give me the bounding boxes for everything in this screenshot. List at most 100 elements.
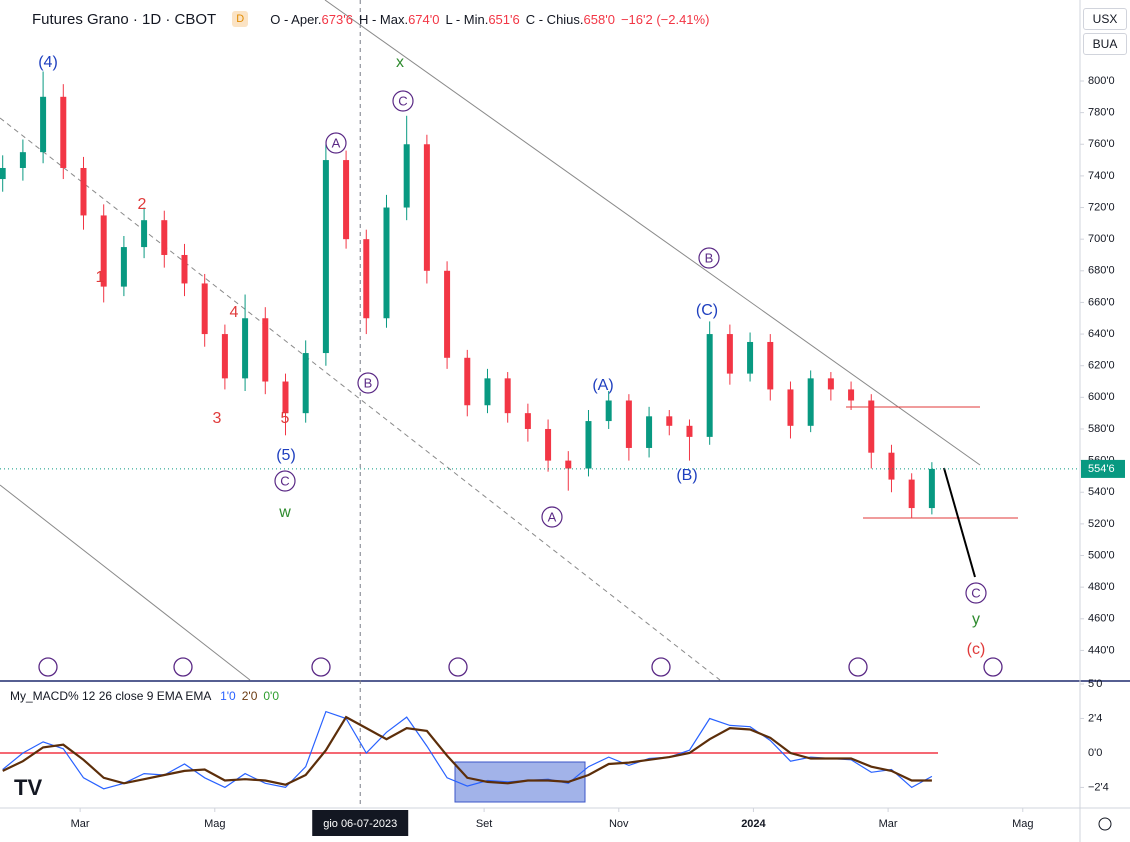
candle-body bbox=[908, 479, 915, 509]
icon bbox=[173, 657, 193, 677]
y-tick-label: 440'0 bbox=[1088, 644, 1115, 656]
wave-label: 2 bbox=[138, 196, 147, 213]
icon bbox=[848, 657, 868, 677]
candle-body bbox=[585, 421, 592, 469]
wave-label: (C) bbox=[696, 302, 718, 319]
ohlc-name: C - Chius. bbox=[525, 11, 584, 27]
candle-body bbox=[363, 239, 370, 319]
wave-label: 4 bbox=[230, 304, 239, 321]
y-tick-label: 600'0 bbox=[1088, 391, 1115, 403]
y-tick-label: 620'0 bbox=[1088, 360, 1115, 372]
header: Futures Grano · 1D · CBOT D O - Aper. 673… bbox=[0, 8, 709, 30]
candle-body bbox=[605, 400, 612, 422]
candle-body bbox=[80, 167, 87, 216]
candle-body bbox=[322, 160, 329, 354]
unit-button[interactable]: BUA bbox=[1083, 33, 1127, 55]
wave-label: B bbox=[705, 250, 714, 265]
ohlc-name: H - Max. bbox=[358, 11, 409, 27]
y-tick-label: 660'0 bbox=[1088, 296, 1115, 308]
wave-label: C bbox=[398, 93, 407, 108]
wave-label: (A) bbox=[592, 377, 613, 394]
y-tick-label: 460'0 bbox=[1088, 613, 1115, 625]
candle-body bbox=[181, 254, 188, 284]
wave-label: 5 bbox=[281, 410, 290, 427]
trend-line bbox=[0, 484, 251, 681]
candle-body bbox=[827, 378, 834, 390]
candle-body bbox=[343, 160, 350, 240]
y-tick-label: 640'0 bbox=[1088, 328, 1115, 340]
candle-body bbox=[282, 381, 289, 414]
candle-body bbox=[141, 220, 148, 248]
icon bbox=[448, 657, 468, 677]
candle-body bbox=[646, 416, 653, 448]
wave-label: C bbox=[971, 585, 980, 600]
candle-body bbox=[120, 247, 127, 287]
candle-body bbox=[444, 270, 451, 358]
wave-circle bbox=[325, 132, 347, 154]
candle-body bbox=[221, 334, 228, 379]
y-tick-label: 680'0 bbox=[1088, 265, 1115, 277]
indicator-value: 2'0 bbox=[241, 689, 258, 703]
wave-label: A bbox=[548, 509, 557, 524]
ohlc-name: O - Aper. bbox=[270, 11, 322, 27]
indicator-value: 0'0 bbox=[263, 689, 280, 703]
last-price-label: 554'6 bbox=[1088, 463, 1115, 475]
indicator-title: My_MACD% 12 26 close 9 EMA EMA bbox=[10, 689, 211, 703]
icon bbox=[983, 657, 1003, 677]
candle-body bbox=[0, 167, 6, 180]
wave-label: w bbox=[278, 504, 291, 521]
wave-circle bbox=[357, 372, 379, 394]
wave-label: (5) bbox=[276, 447, 296, 464]
indicator-line bbox=[2, 710, 933, 790]
settings-icon[interactable] bbox=[1098, 817, 1112, 831]
icon bbox=[311, 657, 331, 677]
candle-body bbox=[706, 334, 713, 437]
logo: TV bbox=[14, 775, 42, 800]
candle-body bbox=[666, 416, 673, 426]
candle-body bbox=[19, 152, 26, 168]
currency-button[interactable]: USX bbox=[1083, 8, 1127, 30]
candle-body bbox=[767, 341, 774, 390]
candle-body bbox=[383, 207, 390, 319]
wave-label: C bbox=[280, 473, 289, 488]
wave-label: (B) bbox=[676, 467, 697, 484]
last-price-box bbox=[1081, 459, 1125, 478]
y-tick-label: 500'0 bbox=[1088, 549, 1115, 561]
x-tick-label: Set bbox=[476, 818, 493, 830]
candle-body bbox=[726, 334, 733, 374]
y-tick-label: 520'0 bbox=[1088, 518, 1115, 530]
candle-body bbox=[565, 460, 572, 469]
candle-body bbox=[484, 378, 491, 406]
y-tick-label: 720'0 bbox=[1088, 201, 1115, 213]
ohlc-value: 651'6 bbox=[488, 11, 520, 27]
candle-body bbox=[403, 144, 410, 208]
indicator-value: 1'0 bbox=[220, 689, 236, 703]
ohlc-value: 674'0 bbox=[408, 11, 440, 27]
wave-label: y bbox=[972, 611, 980, 628]
x-tick-label: Mar bbox=[71, 818, 90, 830]
candle-body bbox=[464, 357, 471, 406]
candle-body bbox=[302, 353, 309, 414]
candle-body bbox=[262, 318, 269, 382]
candle-body bbox=[848, 389, 855, 401]
candle-body bbox=[787, 389, 794, 426]
badge: D bbox=[232, 11, 249, 27]
y-tick-label: 5'0 bbox=[1088, 678, 1102, 690]
trend-line bbox=[324, 0, 981, 466]
candle-body bbox=[686, 425, 693, 437]
y-tick-label: −2'4 bbox=[1088, 781, 1109, 793]
icon bbox=[651, 657, 671, 677]
indicator-line bbox=[2, 715, 932, 786]
wave-label: 1 bbox=[96, 269, 105, 286]
candle-body bbox=[888, 452, 895, 480]
y-tick-label: 480'0 bbox=[1088, 581, 1115, 593]
replay-icons bbox=[38, 657, 1003, 677]
y-tick-label: 780'0 bbox=[1088, 107, 1115, 119]
wave-circle bbox=[274, 470, 296, 492]
symbol-title: Futures Grano · 1D · CBOT bbox=[32, 10, 217, 28]
candle-body bbox=[40, 96, 47, 153]
wave-label: (c) bbox=[967, 641, 986, 658]
